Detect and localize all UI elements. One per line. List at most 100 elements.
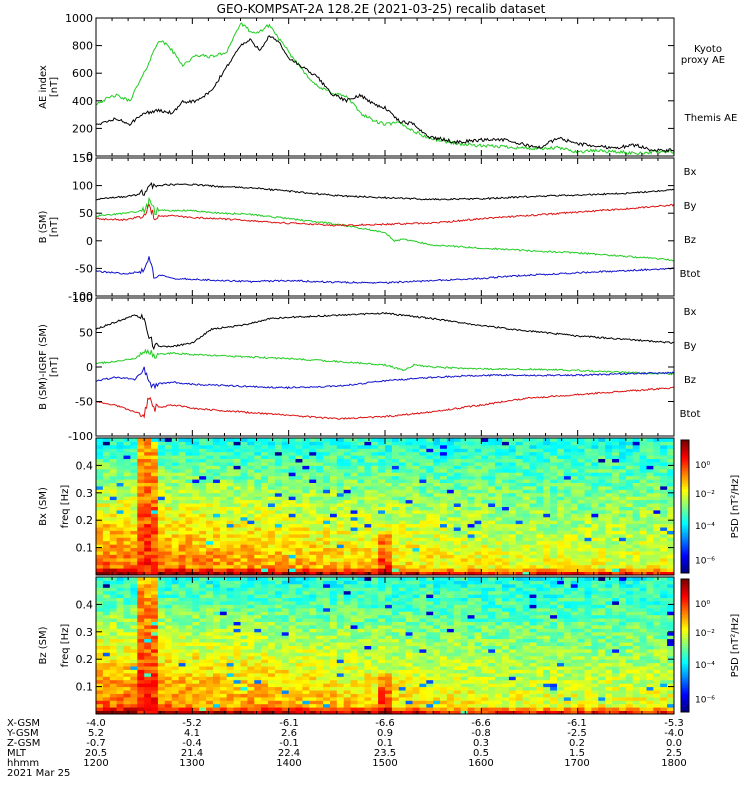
spectrogram-cell [330,533,338,538]
spectrogram-cell [488,485,496,490]
spectrogram-cell [639,479,647,483]
spectrogram-cell [570,557,579,562]
spectrogram-cell [543,465,551,470]
spectrogram-cell [433,520,441,525]
spectrogram-cell [550,537,558,542]
spectrogram-cell [412,479,420,483]
spectrogram-cell [557,506,565,511]
spectrogram-cell [233,530,241,535]
spectrogram-cell [268,561,276,566]
spectrogram-cell [102,509,111,514]
spectrogram-cell [316,492,324,497]
colorbar-cell [681,475,689,479]
spectrogram-cell [226,482,235,487]
spectrogram-cell [213,527,221,531]
spectrogram-cell [639,568,647,572]
spectrogram-cell [288,503,297,507]
spectrogram-cell [261,499,269,504]
spectrogram-cell [96,472,104,477]
spectrogram-cell [660,530,668,535]
spectrogram-cell [295,485,303,490]
spectrogram-cell [440,462,448,466]
spectrogram-cell [563,468,572,473]
spectrogram-cell [426,496,434,501]
spectrogram-cell [151,475,159,480]
spectrogram-cell [495,551,503,555]
spectrogram-cell [460,537,469,542]
spectrogram-cell [350,564,358,569]
spectrogram-cell [502,482,510,487]
spectrogram-cell [653,540,661,545]
spectrogram-cell [488,479,496,483]
spectrogram-cell [405,448,413,453]
spectrogram-cell [515,485,524,490]
spectrogram-cell [157,523,166,528]
spectrogram-cell [144,690,152,694]
spectrogram-cell [164,554,173,559]
spectrogram-cell [96,703,104,708]
spectrogram-cell [364,551,372,555]
spectrogram-cell [591,489,599,494]
spectrogram-cell [130,458,138,463]
spectrogram-cell [116,645,124,650]
spectrogram-cell [247,669,255,674]
spectrogram-cell [502,496,510,501]
spectrogram-cell [419,520,427,525]
spectrogram-cell [584,544,592,549]
spectrogram-cell [391,513,400,518]
spectrogram-cell [343,530,352,535]
spectrogram-cell [612,465,620,470]
spectrogram-cell [515,544,524,549]
spectrogram-cell [109,513,118,518]
spectrogram-cell [268,516,276,521]
spectrogram-cell [268,666,276,670]
spectrogram-cell [398,444,407,449]
spectrogram-cell [660,516,668,521]
spectrogram-cell [357,462,365,466]
spectrogram-cell [247,492,255,497]
spectrogram-cell [557,462,565,466]
spectrogram-cell [426,482,434,487]
spectrogram-cell [151,533,159,538]
spectrogram-cell [96,455,104,459]
spectrogram-cell [206,551,214,555]
spectrogram-cell [302,475,310,480]
spectrogram-cell [543,554,551,559]
spectrogram-cell [102,611,111,616]
spectrogram-cell [102,468,111,473]
spectrogram-cell [522,482,530,487]
spectrogram-cell [130,607,138,612]
spectrogram-cell [426,571,434,576]
spectrogram-cell [550,568,558,572]
spectrogram-cell [584,441,592,446]
spectrogram-cell [632,554,641,559]
spectrogram-cell [295,693,303,698]
spectrogram-cell [123,696,131,701]
spectrogram-cell [625,475,634,480]
spectrogram-cell [130,465,138,470]
spectrogram-cell [529,551,537,555]
spectrogram-cell [102,580,111,585]
spectrogram-cell [268,638,276,643]
spectrogram-cell [323,496,331,501]
spectrogram-cell [199,638,207,643]
spectrogram-cell [144,475,152,480]
spectrogram-cell [109,590,118,595]
spectrogram-cell [453,554,462,559]
spectrogram-cell [274,523,283,528]
spectrogram-cell [302,451,310,456]
spectrogram-cell [109,635,118,640]
spectrogram-cell [529,568,537,572]
spectrogram-cell [295,561,303,566]
spectrogram-cell [192,523,200,528]
spectrogram-cell [137,662,145,667]
spectrogram-cell [295,475,303,480]
spectrogram-cell [157,679,166,684]
spectrogram-cell [570,438,579,442]
spectrogram-cell [130,618,138,622]
spectrogram-cell [233,485,241,490]
spectrogram-cell [563,503,572,507]
spectrogram-cell [144,557,152,562]
spectrogram-cell [274,590,283,595]
